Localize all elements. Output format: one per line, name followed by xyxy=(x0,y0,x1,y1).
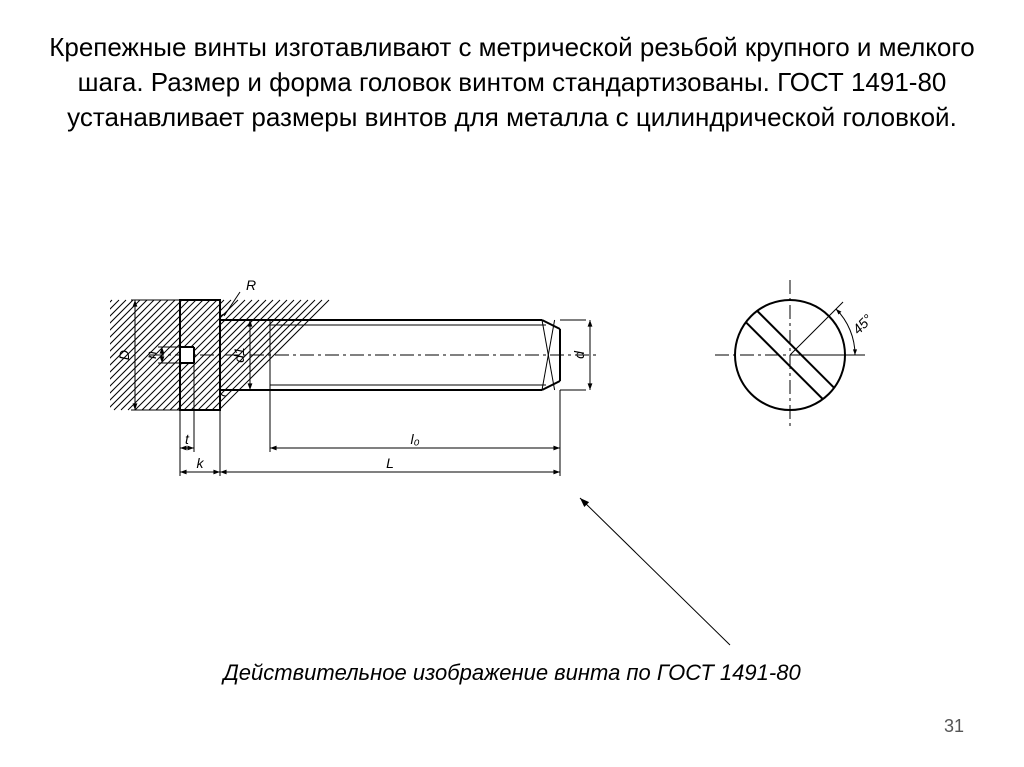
screw-diagram: Dn d1 d tk l₀ L R 45° xyxy=(110,250,910,510)
svg-text:d: d xyxy=(571,350,587,359)
svg-text:L: L xyxy=(386,455,394,471)
svg-text:d1: d1 xyxy=(231,347,247,363)
svg-text:t: t xyxy=(185,431,190,447)
title-text: Крепежные винты изготавливают с метричес… xyxy=(30,30,994,135)
page-number: 31 xyxy=(944,716,964,737)
svg-text:k: k xyxy=(197,455,205,471)
svg-text:D: D xyxy=(116,350,132,360)
svg-text:45°: 45° xyxy=(849,311,876,338)
caption-text: Действительное изображение винта по ГОСТ… xyxy=(0,660,1024,686)
svg-text:R: R xyxy=(246,277,256,293)
page-root: Крепежные винты изготавливают с метричес… xyxy=(0,0,1024,767)
svg-text:l₀: l₀ xyxy=(410,431,419,447)
svg-text:n: n xyxy=(143,351,159,359)
